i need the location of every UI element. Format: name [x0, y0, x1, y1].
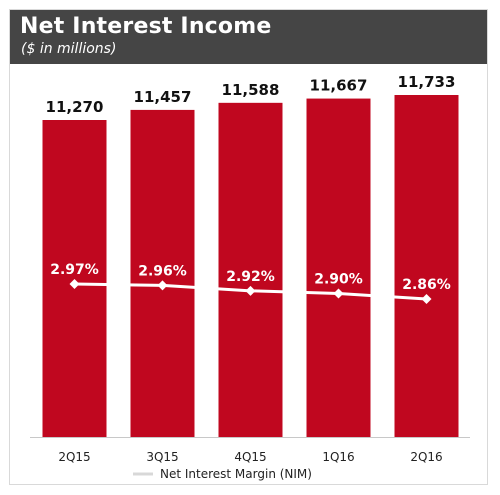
nim-value-label: 2.90% [314, 272, 363, 288]
x-tick-label: 1Q16 [322, 450, 354, 464]
bar-value-label: 11,667 [310, 77, 368, 95]
chart-title: Net Interest Income [20, 14, 272, 39]
bar-3Q15 [130, 109, 195, 438]
bar-value-label: 11,270 [46, 98, 104, 116]
nim-point-marker [69, 279, 80, 289]
nim-value-label: 2.97% [50, 262, 99, 278]
bar-2Q15 [42, 120, 107, 437]
bar-value-label: 11,588 [222, 81, 280, 99]
nim-value-label: 2.92% [226, 269, 275, 285]
x-tick-label: 2Q16 [410, 450, 442, 464]
nim-point-marker [245, 285, 256, 296]
nim-point-marker [157, 280, 168, 291]
bar-value-label: 11,457 [134, 88, 192, 106]
nim-point-marker [421, 294, 432, 304]
nim-value-label: 2.96% [138, 263, 187, 279]
x-tick-label: 3Q15 [146, 450, 178, 464]
bar-value-label: 11,733 [398, 73, 456, 91]
bar-4Q15 [218, 102, 283, 437]
bar-1Q16 [306, 98, 371, 437]
nim-value-label: 2.86% [402, 277, 451, 293]
legend-label-nim: Net Interest Margin (NIM) [160, 467, 312, 481]
bar-2Q16 [394, 95, 459, 437]
nim-point-marker [333, 288, 344, 299]
chart-subtitle: ($ in millions) [21, 41, 117, 57]
x-tick-label: 2Q15 [58, 450, 90, 464]
x-tick-label: 4Q15 [234, 450, 266, 464]
chart-header: Net Interest Income ($ in millions) [10, 10, 487, 64]
